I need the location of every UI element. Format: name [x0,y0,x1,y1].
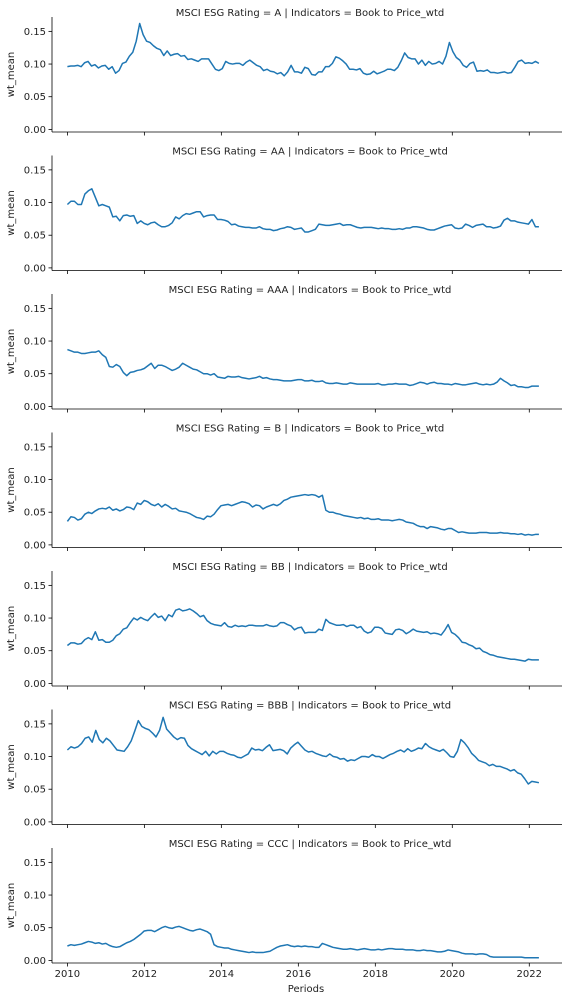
panel-title: MSCI ESG Rating = BB | Indicators = Book… [172,562,447,573]
panel-title: MSCI ESG Rating = AA | Indicators = Book… [172,147,448,158]
y-axis-label: wt_mean [6,883,17,928]
facet-panel-4: MSCI ESG Rating = B | Indicators = Book … [6,424,562,551]
y-tick-label: 0.05 [24,92,46,103]
facet-panel-1: MSCI ESG Rating = A | Indicators = Book … [6,8,562,136]
x-tick-label: 2014 [209,969,234,980]
y-tick-label: 0.05 [24,231,46,242]
panel-title: MSCI ESG Rating = CCC | Indicators = Boo… [169,839,452,850]
y-axis-label: wt_mean [6,606,17,651]
y-tick-label: 0.05 [24,785,46,796]
x-tick-label: 2018 [363,969,388,980]
y-tick-label: 0.05 [24,508,46,519]
panel-title: MSCI ESG Rating = B | Indicators = Book … [176,424,445,435]
x-tick-label: 2022 [517,969,542,980]
x-tick-label: 2020 [440,969,465,980]
y-tick-label: 0.10 [24,60,46,71]
facet-panel-3: MSCI ESG Rating = AAA | Indicators = Boo… [6,285,562,413]
y-axis-label: wt_mean [6,52,17,97]
y-tick-label: 0.15 [24,27,46,38]
y-tick-label: 0.10 [24,752,46,763]
y-tick-label: 0.10 [24,891,46,902]
series-line [67,925,539,959]
y-tick-label: 0.05 [24,646,46,657]
series-line [66,608,539,662]
y-tick-label: 0.00 [24,956,46,967]
y-tick-label: 0.00 [24,263,46,274]
facet-panel-7: MSCI ESG Rating = CCC | Indicators = Boo… [6,839,562,980]
panel-title: MSCI ESG Rating = BBB | Indicators = Boo… [169,701,451,712]
series-line [67,348,539,389]
y-tick-label: 0.15 [24,442,46,453]
panel-title: MSCI ESG Rating = AAA | Indicators = Boo… [169,285,452,296]
y-tick-label: 0.05 [24,923,46,934]
x-tick-label: 2010 [55,969,80,980]
panel-title: MSCI ESG Rating = A | Indicators = Book … [176,8,445,19]
y-tick-label: 0.00 [24,125,46,136]
facet-panel-6: MSCI ESG Rating = BBB | Indicators = Boo… [6,701,562,828]
x-axis-label: Periods [288,984,324,995]
y-axis-label: wt_mean [6,744,17,789]
series-line [66,188,539,233]
y-tick-label: 0.15 [24,581,46,592]
x-tick-label: 2016 [286,969,311,980]
y-tick-label: 0.10 [24,475,46,486]
y-axis-label: wt_mean [6,467,17,512]
x-tick-label: 2012 [132,969,157,980]
y-tick-label: 0.15 [24,165,46,176]
series-line [66,716,540,785]
y-tick-label: 0.00 [24,402,46,413]
facet-panel-5: MSCI ESG Rating = BB | Indicators = Book… [6,562,562,690]
y-tick-label: 0.10 [24,198,46,209]
y-axis-label: wt_mean [6,329,17,374]
y-tick-label: 0.10 [24,337,46,348]
y-tick-label: 0.00 [24,540,46,551]
y-tick-label: 0.15 [24,304,46,315]
y-axis-label: wt_mean [6,190,17,235]
y-tick-label: 0.10 [24,614,46,625]
y-tick-label: 0.15 [24,719,46,730]
y-tick-label: 0.00 [24,817,46,828]
series-line [67,22,540,77]
y-tick-label: 0.00 [24,679,46,690]
y-tick-label: 0.05 [24,369,46,380]
facet-panel-2: MSCI ESG Rating = AA | Indicators = Book… [6,147,562,274]
y-tick-label: 0.15 [24,858,46,869]
series-line [66,493,539,536]
